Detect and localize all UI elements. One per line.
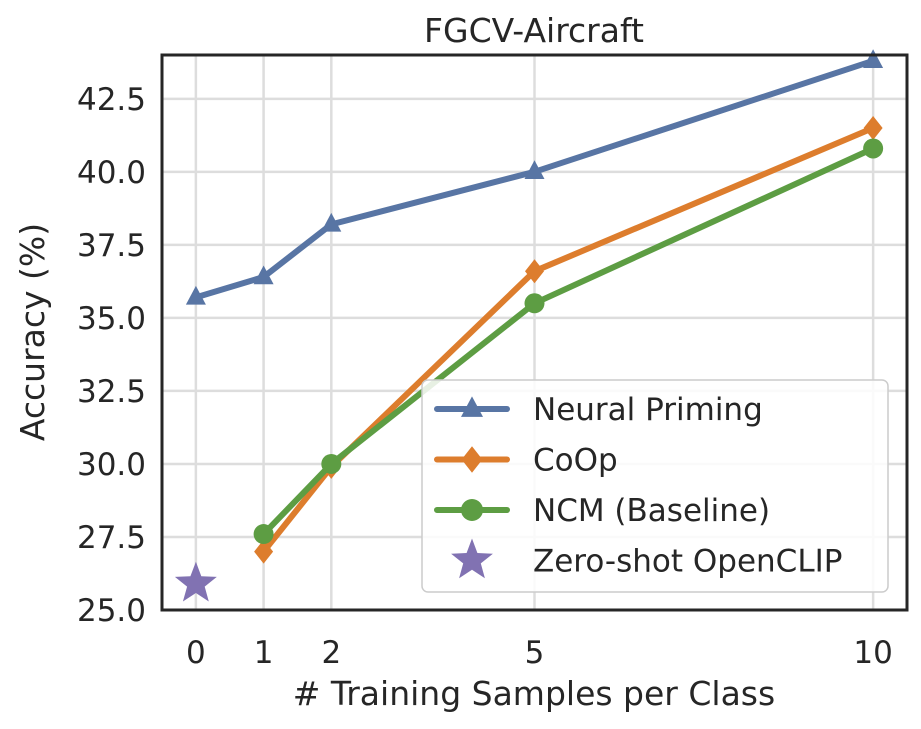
x-tick-label: 5 xyxy=(525,635,545,671)
legend-label: Zero-shot OpenCLIP xyxy=(533,544,842,580)
legend-item: Zero-shot OpenCLIP xyxy=(451,538,842,580)
data-point xyxy=(525,259,544,284)
data-point xyxy=(524,293,545,314)
x-tick-label: 0 xyxy=(186,635,206,671)
legend-label: CoOp xyxy=(533,443,618,479)
data-point xyxy=(321,212,342,232)
data-point xyxy=(863,116,883,140)
data-point xyxy=(321,453,342,474)
series-coop xyxy=(254,116,883,564)
data-point xyxy=(253,524,274,545)
legend-marker xyxy=(461,446,483,473)
tick-labels: 0 1 2 5 10 25.0 27.5 30.0 32.5 35.0 37.5 40.0 42.5 xyxy=(77,82,893,671)
chart-title: FGCV-Aircraft xyxy=(424,11,644,50)
x-axis-label: # Training Samples per Class xyxy=(293,674,775,713)
y-axis-label: Accuracy (%) xyxy=(13,223,52,441)
legend-label: Neural Priming xyxy=(533,392,763,428)
y-tick-label: 35.0 xyxy=(77,301,146,337)
legend-item: CoOp xyxy=(434,443,618,479)
legend-label: NCM (Baseline) xyxy=(533,493,770,529)
y-tick-label: 42.5 xyxy=(77,82,146,118)
y-tick-label: 27.5 xyxy=(77,520,146,556)
y-tick-label: 40.0 xyxy=(77,155,146,191)
x-tick-label: 2 xyxy=(321,635,341,671)
grid xyxy=(162,55,907,612)
legend-item: NCM (Baseline) xyxy=(434,493,770,529)
data-point xyxy=(253,265,274,285)
legend-item: Neural Priming xyxy=(434,392,763,428)
y-tick-label: 30.0 xyxy=(77,447,146,483)
data-point xyxy=(524,160,545,179)
data-point xyxy=(185,285,206,305)
legend-marker xyxy=(461,396,483,417)
data-point xyxy=(863,138,884,159)
legend-box xyxy=(421,379,889,593)
series-neural-priming xyxy=(185,49,884,305)
x-tick-label: 10 xyxy=(853,635,892,671)
y-tick-label: 25.0 xyxy=(77,593,146,629)
series-line xyxy=(260,125,877,555)
plot-frame xyxy=(160,53,909,612)
legend: Neural Priming CoOp NCM (Baseline) Zero-sho… xyxy=(421,379,889,593)
x-tick-label: 1 xyxy=(254,635,274,671)
legend-marker xyxy=(451,538,493,579)
data-point xyxy=(254,539,274,564)
series-zero-shot-openclip xyxy=(174,561,217,602)
y-tick-label: 32.5 xyxy=(77,374,146,410)
y-tick-label: 37.5 xyxy=(77,228,146,264)
legend-marker xyxy=(461,499,483,521)
data-point xyxy=(174,561,217,602)
data-point xyxy=(863,49,884,68)
